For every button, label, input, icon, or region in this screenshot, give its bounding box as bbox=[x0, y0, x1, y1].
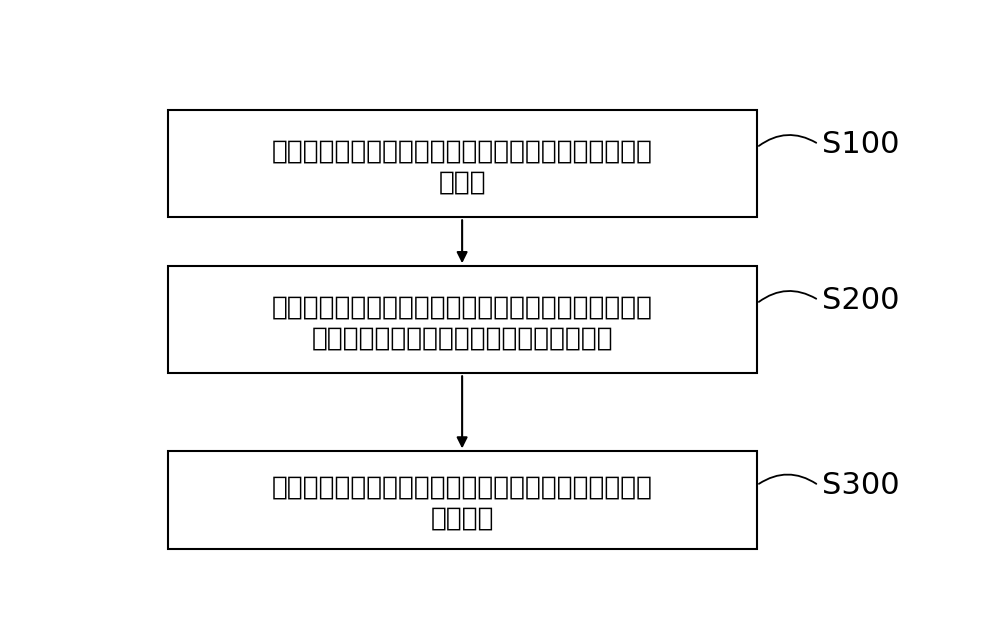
FancyBboxPatch shape bbox=[168, 266, 757, 373]
FancyBboxPatch shape bbox=[168, 110, 757, 217]
Text: 位导数: 位导数 bbox=[438, 169, 486, 195]
FancyArrowPatch shape bbox=[759, 291, 816, 302]
Text: 特征分析: 特征分析 bbox=[430, 505, 494, 532]
Text: S200: S200 bbox=[822, 285, 900, 315]
Text: 根据振幅方位导数构建反演模型并得到拟各向异性参数: 根据振幅方位导数构建反演模型并得到拟各向异性参数 bbox=[272, 294, 653, 320]
Text: 根据三维地震资料得到储层裂缝目的层同相轴的振幅方: 根据三维地震资料得到储层裂缝目的层同相轴的振幅方 bbox=[272, 139, 653, 165]
FancyBboxPatch shape bbox=[168, 451, 757, 549]
Text: S100: S100 bbox=[822, 130, 900, 159]
Text: ，并将拟各向异性参数转换为储层裂缝参数: ，并将拟各向异性参数转换为储层裂缝参数 bbox=[311, 325, 613, 351]
FancyArrowPatch shape bbox=[759, 135, 816, 146]
Text: 提取储层裂缝参数的沿层切片和剖面进行储层裂缝分布: 提取储层裂缝参数的沿层切片和剖面进行储层裂缝分布 bbox=[272, 475, 653, 501]
FancyArrowPatch shape bbox=[759, 475, 816, 484]
Text: S300: S300 bbox=[822, 471, 900, 500]
